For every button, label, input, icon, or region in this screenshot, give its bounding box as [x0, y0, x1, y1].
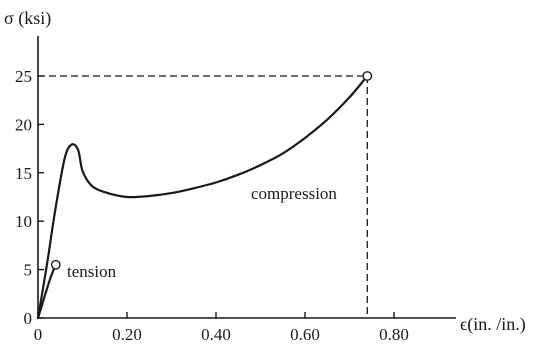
- series-layer: [36, 74, 369, 320]
- y-tick-label-3: 15: [15, 164, 32, 183]
- y-tick-label-0: 0: [24, 309, 33, 328]
- markers-layer: [50, 71, 373, 270]
- marker-compression-end: [362, 71, 373, 81]
- ticks: 0 0.20 0.40 0.60 0.80 0 5 10 15 20 25: [15, 67, 409, 344]
- series-line-tension: [36, 263, 57, 320]
- y-tick-label-1: 5: [24, 261, 33, 280]
- x-tick-label-2: 0.40: [201, 325, 231, 344]
- x-tick-label-3: 0.60: [290, 325, 320, 344]
- axes: [37, 36, 456, 319]
- compression-label: compression: [251, 184, 337, 203]
- y-tick-label-2: 10: [15, 212, 32, 231]
- x-tick-label-0: 0: [34, 325, 43, 344]
- x-tick-label-4: 0.80: [379, 325, 409, 344]
- y-tick-label-5: 25: [15, 67, 32, 86]
- tension-label: tension: [67, 262, 117, 281]
- x-tick-label-1: 0.20: [112, 325, 142, 344]
- marker-tension-end: [50, 259, 61, 270]
- reference-lines: [38, 75, 368, 318]
- y-axis-title: σ (ksi): [4, 8, 51, 29]
- series-line-compression: [36, 74, 369, 320]
- y-tick-label-4: 20: [15, 115, 32, 134]
- x-axis-title: ϵ(in. /in.): [460, 314, 526, 335]
